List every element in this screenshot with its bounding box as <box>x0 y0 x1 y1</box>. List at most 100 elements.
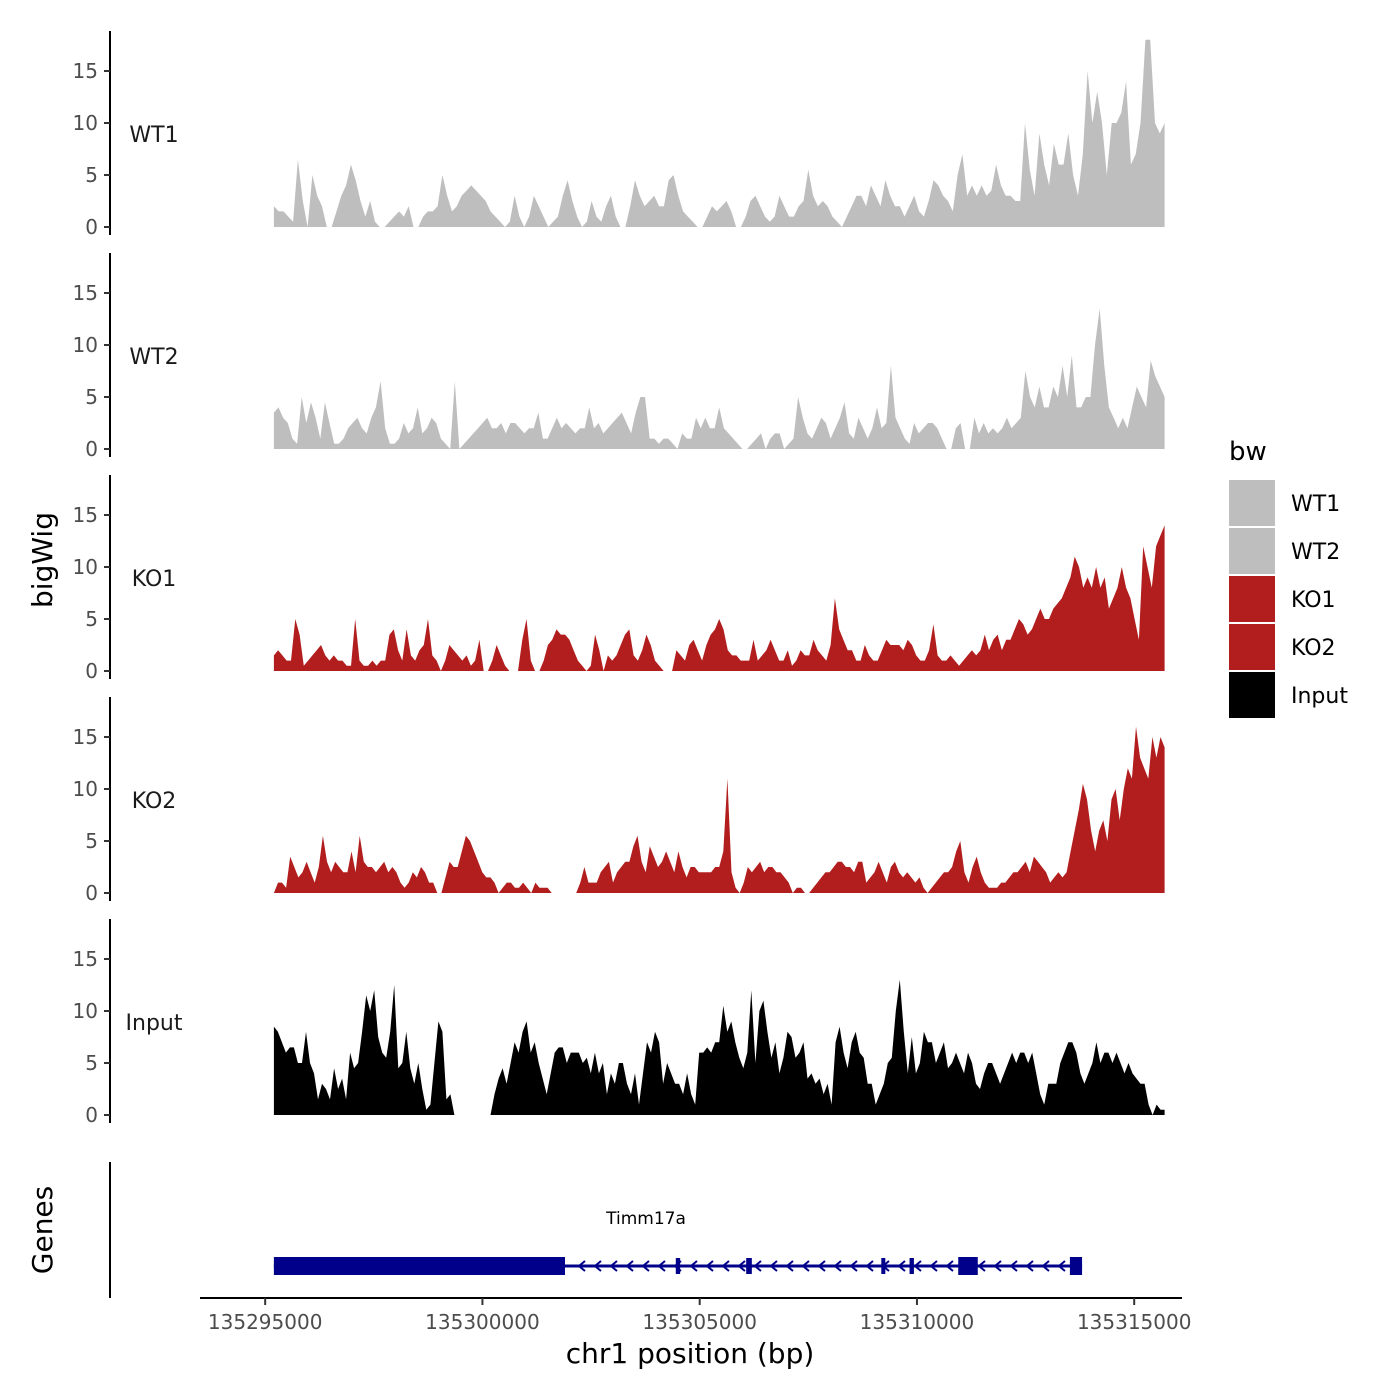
legend-key <box>1229 624 1275 670</box>
strand-arrow <box>1025 1260 1034 1272</box>
exon <box>746 1258 752 1274</box>
exon <box>273 1257 565 1275</box>
x-tick-label: 135295000 <box>208 1310 323 1334</box>
y-tick-label: 0 <box>85 437 98 461</box>
legend-item-wt1: WT1 <box>1229 480 1340 526</box>
genes-track-title: Genes <box>26 1186 59 1274</box>
strand-arrow <box>657 1260 666 1272</box>
strand-arrow <box>721 1260 730 1272</box>
y-tick-label: 0 <box>85 881 98 905</box>
legend-label: WT1 <box>1291 492 1340 517</box>
legend-label: KO1 <box>1291 588 1336 613</box>
track-panels: 0 5 10 15 WT1 0 5 10 15 WT2 0 5 10 15 KO1 0 5 10 15 KO2 0 5 10… <box>73 31 1165 1127</box>
strand-arrow <box>1057 1260 1066 1272</box>
y-tick-label: 10 <box>73 777 98 801</box>
legend-label: WT2 <box>1291 540 1340 565</box>
y-tick-label: 5 <box>85 829 98 853</box>
track-ko2: 0 5 10 15 KO2 <box>73 697 1165 905</box>
strand-arrow <box>577 1260 586 1272</box>
y-tick-label: 10 <box>73 111 98 135</box>
track-label: WT1 <box>129 123 178 148</box>
strand-arrow <box>897 1260 906 1272</box>
y-tick-label: 10 <box>73 555 98 579</box>
y-tick-label: 0 <box>85 659 98 683</box>
x-tick-label: 135305000 <box>642 1310 757 1334</box>
y-tick-label: 0 <box>85 215 98 239</box>
y-tick-label: 5 <box>85 1051 98 1075</box>
strand-arrow <box>689 1260 698 1272</box>
strand-arrow <box>945 1260 954 1272</box>
gene-model <box>273 1257 1083 1275</box>
strand-arrow <box>769 1260 778 1272</box>
x-axis-title: chr1 position (bp) <box>566 1337 815 1370</box>
strand-arrow <box>833 1260 842 1272</box>
strand-arrow <box>817 1260 826 1272</box>
exon <box>675 1258 681 1274</box>
strand-arrow <box>993 1260 1002 1272</box>
exon <box>1069 1257 1083 1275</box>
legend-title: bw <box>1229 437 1267 467</box>
exon <box>958 1257 978 1275</box>
area-wt1 <box>273 39 1165 227</box>
x-tick-label: 135315000 <box>1077 1310 1192 1334</box>
track-wt1: 0 5 10 15 WT1 <box>73 31 1165 239</box>
strand-arrow <box>737 1260 746 1272</box>
area-wt2 <box>273 308 1165 449</box>
area-ko1 <box>273 525 1165 671</box>
strand-arrow <box>625 1260 634 1272</box>
strand-arrow <box>865 1260 874 1272</box>
area-input <box>273 979 1165 1115</box>
y-tick-label: 0 <box>85 1103 98 1127</box>
track-label: KO2 <box>132 789 177 814</box>
strand-arrow <box>1041 1260 1050 1272</box>
gene-label: Timm17a <box>605 1209 686 1229</box>
x-tick-label: 135310000 <box>860 1310 975 1334</box>
track-label: KO1 <box>132 567 177 592</box>
strand-arrow <box>593 1260 602 1272</box>
strand-arrow <box>785 1260 794 1272</box>
exon <box>881 1258 886 1274</box>
y-tick-label: 10 <box>73 999 98 1023</box>
strand-arrow <box>753 1260 762 1272</box>
track-label: WT2 <box>129 345 178 370</box>
y-axis-title: bigWig <box>26 512 59 608</box>
legend-item-wt2: WT2 <box>1229 528 1340 574</box>
strand-arrow <box>977 1260 986 1272</box>
y-tick-label: 15 <box>73 947 98 971</box>
strand-arrow <box>609 1260 618 1272</box>
strand-arrow <box>929 1260 938 1272</box>
genes-track: Timm17a <box>109 1162 1083 1298</box>
legend-key <box>1229 672 1275 718</box>
legend-key <box>1229 528 1275 574</box>
y-tick-label: 5 <box>85 385 98 409</box>
track-ko1: 0 5 10 15 KO1 <box>73 475 1165 683</box>
legend-label: Input <box>1291 684 1348 709</box>
y-tick-label: 15 <box>73 725 98 749</box>
y-tick-label: 5 <box>85 163 98 187</box>
exon <box>909 1258 914 1274</box>
x-ticks: 135295000 135300000 135305000 135310000 1353… <box>208 1298 1192 1334</box>
strand-arrow <box>705 1260 714 1272</box>
legend-key <box>1229 480 1275 526</box>
strand-arrow <box>801 1260 810 1272</box>
legend-items: WT1 WT2 KO1 KO2 Input <box>1229 480 1348 718</box>
legend-key <box>1229 576 1275 622</box>
y-tick-label: 15 <box>73 59 98 83</box>
legend-item-input: Input <box>1229 672 1348 718</box>
strand-arrow <box>1009 1260 1018 1272</box>
legend-label: KO2 <box>1291 636 1336 661</box>
strand-arrow <box>849 1260 858 1272</box>
area-ko2 <box>273 726 1165 893</box>
y-tick-label: 15 <box>73 281 98 305</box>
strand-arrow <box>641 1260 650 1272</box>
strand-arrow <box>913 1260 922 1272</box>
x-axis: 135295000 135300000 135305000 135310000 1353… <box>200 1297 1192 1334</box>
legend-item-ko2: KO2 <box>1229 624 1336 670</box>
track-wt2: 0 5 10 15 WT2 <box>73 253 1165 461</box>
y-tick-label: 5 <box>85 607 98 631</box>
x-tick-label: 135300000 <box>425 1310 540 1334</box>
legend-item-ko1: KO1 <box>1229 576 1336 622</box>
y-tick-label: 15 <box>73 503 98 527</box>
track-label: Input <box>126 1011 183 1036</box>
